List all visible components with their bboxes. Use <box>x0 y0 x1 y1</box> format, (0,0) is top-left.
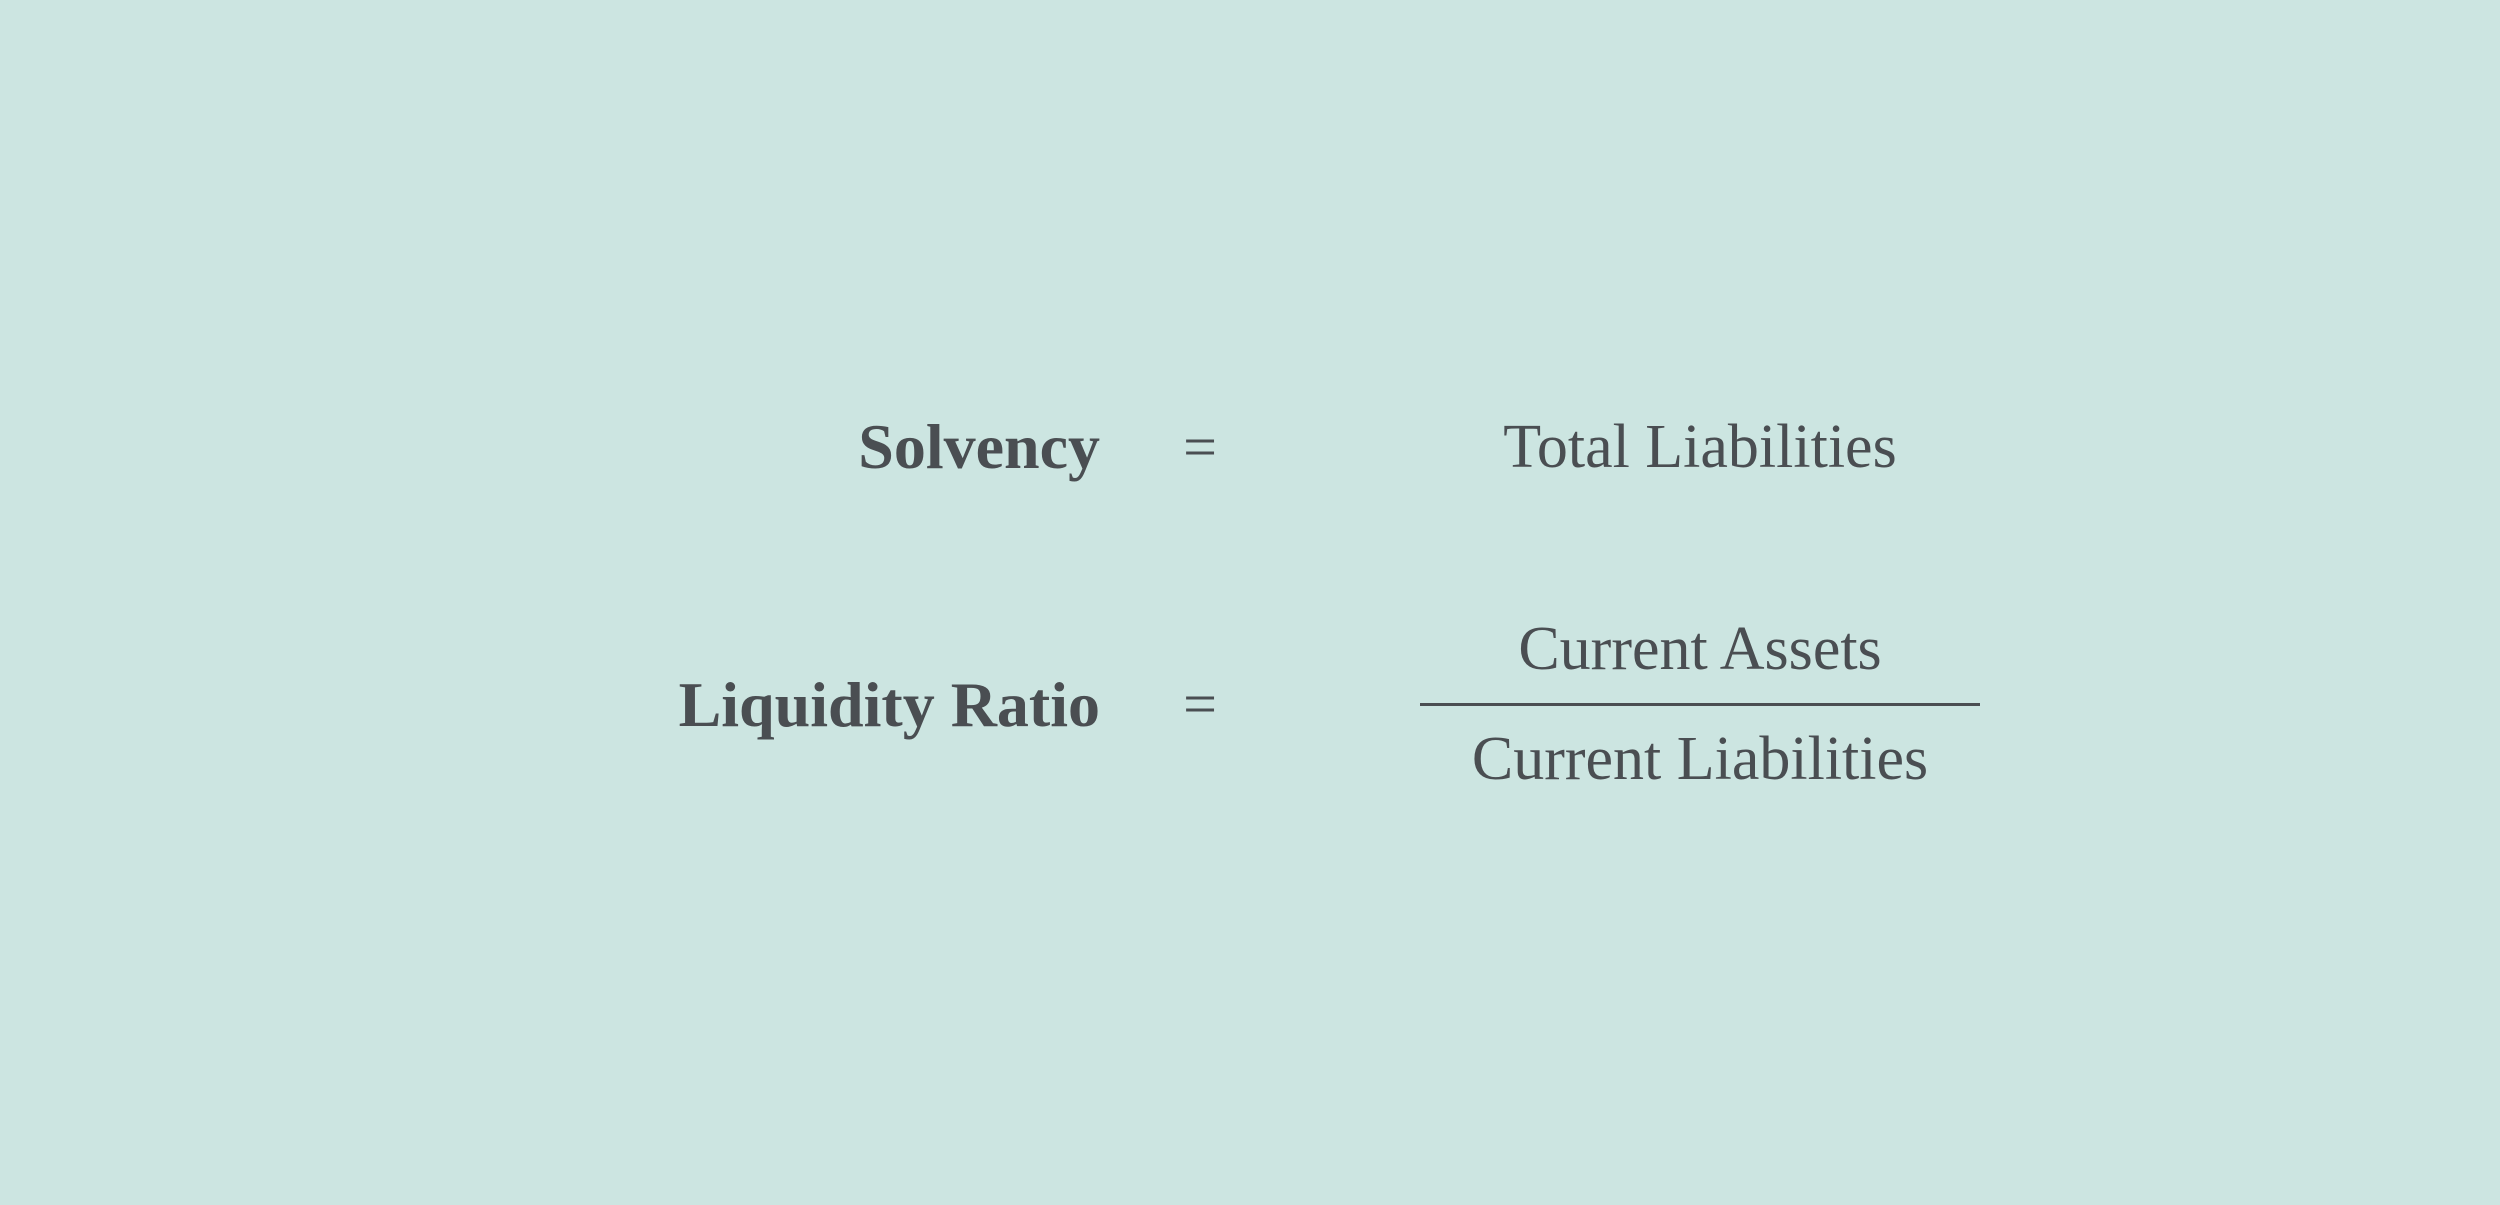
solvency-value-col: Total Liabilities <box>1300 412 2100 483</box>
solvency-equals: = <box>1100 413 1300 482</box>
liquidity-value-col: Current Assets Current Liabilities <box>1300 614 2100 795</box>
liquidity-formula-row: Liquidity Ratio = Current Assets Current… <box>0 614 2500 795</box>
liquidity-numerator: Current Assets <box>1518 614 1881 703</box>
liquidity-label: Liquidity Ratio <box>400 668 1100 742</box>
solvency-formula-row: Solvency = Total Liabilities <box>0 410 2500 484</box>
liquidity-fraction: Current Assets Current Liabilities <box>1420 614 1980 795</box>
liquidity-denominator: Current Liabilities <box>1472 706 1928 795</box>
liquidity-equals: = <box>1100 670 1300 739</box>
solvency-value: Total Liabilities <box>1300 412 2100 483</box>
solvency-label: Solvency <box>400 410 1100 484</box>
